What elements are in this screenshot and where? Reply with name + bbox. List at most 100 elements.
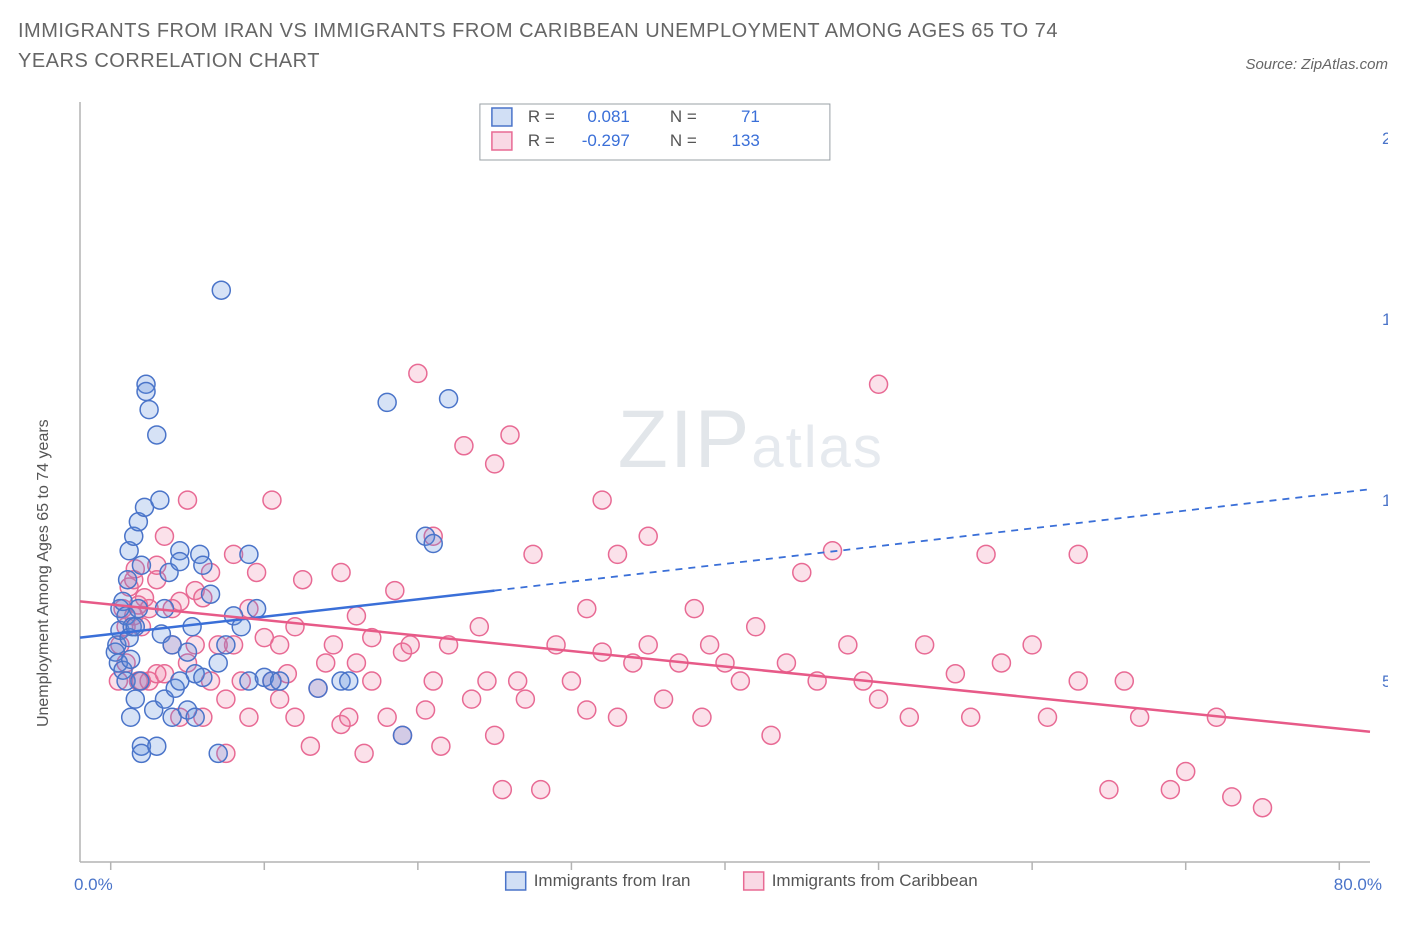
blue-point [424, 535, 442, 553]
pink-trend [80, 601, 1370, 731]
pink-point [1069, 545, 1087, 563]
pink-point [417, 701, 435, 719]
pink-point [900, 708, 918, 726]
pink-point [1161, 781, 1179, 799]
pink-point [693, 708, 711, 726]
pink-point [1039, 708, 1057, 726]
y-tick-label: 20.0% [1382, 129, 1388, 148]
legend-n-label: N = [670, 107, 697, 126]
chart-title: IMMIGRANTS FROM IRAN VS IMMIGRANTS FROM … [18, 16, 1118, 76]
pink-point [347, 654, 365, 672]
pink-point [524, 545, 542, 563]
pink-point [363, 672, 381, 690]
pink-point [870, 690, 888, 708]
pink-point [424, 672, 442, 690]
blue-point [394, 726, 412, 744]
blue-point [131, 672, 149, 690]
pink-point [378, 708, 396, 726]
pink-point [1069, 672, 1087, 690]
y-tick-label: 10.0% [1382, 491, 1388, 510]
blue-swatch-icon [506, 872, 526, 890]
pink-point [478, 672, 496, 690]
pink-point [263, 491, 281, 509]
blue-point [137, 383, 155, 401]
pink-point [962, 708, 980, 726]
pink-swatch-icon [744, 872, 764, 890]
pink-point [332, 563, 350, 581]
blue-point [209, 744, 227, 762]
pink-point [486, 455, 504, 473]
pink-point [317, 654, 335, 672]
pink-point [609, 708, 627, 726]
blue-point [202, 585, 220, 603]
pink-point [1100, 781, 1118, 799]
bottom-legend-label: Immigrants from Caribbean [772, 871, 978, 890]
pink-point [463, 690, 481, 708]
pink-point [501, 426, 519, 444]
pink-point [455, 437, 473, 455]
blue-point [148, 426, 166, 444]
pink-point [578, 600, 596, 618]
pink-point [946, 665, 964, 683]
legend-r-label: R = [528, 107, 555, 126]
watermark: ZIPatlas [618, 394, 884, 485]
blue-point [132, 556, 150, 574]
pink-point [1177, 763, 1195, 781]
blue-point [194, 668, 212, 686]
pink-point [286, 618, 304, 636]
pink-point [324, 636, 342, 654]
blue-swatch-icon [492, 108, 512, 126]
legend-n-value: 133 [732, 131, 760, 150]
chart-container: ZIPatlas5.0%10.0%15.0%20.0%0.0%80.0%Unem… [18, 92, 1388, 912]
pink-point [639, 527, 657, 545]
blue-point [340, 672, 358, 690]
blue-point [122, 708, 140, 726]
pink-point [916, 636, 934, 654]
blue-point [140, 401, 158, 419]
pink-point [839, 636, 857, 654]
pink-point [470, 618, 488, 636]
pink-point [240, 708, 258, 726]
blue-point [194, 556, 212, 574]
pink-point [1115, 672, 1133, 690]
chart-svg: ZIPatlas5.0%10.0%15.0%20.0%0.0%80.0%Unem… [18, 92, 1388, 912]
blue-point [119, 571, 137, 589]
pink-point [248, 563, 266, 581]
pink-point [701, 636, 719, 654]
legend-r-value: -0.297 [582, 131, 630, 150]
pink-point [1023, 636, 1041, 654]
y-tick-label: 5.0% [1382, 672, 1388, 691]
blue-point [212, 281, 230, 299]
pink-point [179, 491, 197, 509]
blue-point [209, 654, 227, 672]
legend-n-value: 71 [741, 107, 760, 126]
pink-point [870, 375, 888, 393]
pink-point [1131, 708, 1149, 726]
pink-point [386, 582, 404, 600]
pink-point [486, 726, 504, 744]
pink-point [578, 701, 596, 719]
blue-point [148, 737, 166, 755]
pink-point [777, 654, 795, 672]
legend-r-label: R = [528, 131, 555, 150]
pink-point [340, 708, 358, 726]
pink-point [716, 654, 734, 672]
pink-point [301, 737, 319, 755]
blue-point [440, 390, 458, 408]
pink-point [271, 636, 289, 654]
blue-point [151, 491, 169, 509]
pink-point [509, 672, 527, 690]
pink-point [639, 636, 657, 654]
pink-point [516, 690, 534, 708]
source-label: Source: ZipAtlas.com [1245, 56, 1388, 73]
blue-point [171, 553, 189, 571]
x-max-label: 80.0% [1334, 875, 1382, 894]
pink-point [286, 708, 304, 726]
pink-point [355, 744, 373, 762]
pink-point [1223, 788, 1241, 806]
blue-point [378, 393, 396, 411]
pink-point [1254, 799, 1272, 817]
blue-trend-dash [495, 489, 1370, 590]
x-min-label: 0.0% [74, 875, 113, 894]
y-axis-label: Unemployment Among Ages 65 to 74 years [35, 419, 52, 727]
